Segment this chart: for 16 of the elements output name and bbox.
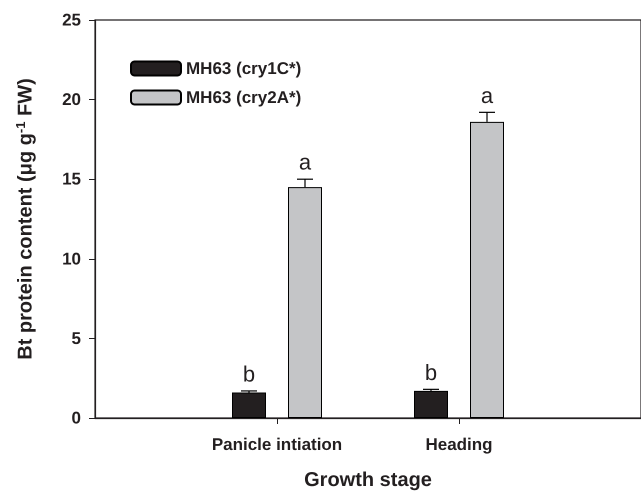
annotation: a [298,150,312,175]
annotation: b [424,360,438,385]
y-tick-label: 20 [62,90,81,110]
x-tick-label: Heading [425,435,493,454]
y-axis-title: Bt protein content (μg g-1 FW) [13,78,36,360]
y-tick-label: 10 [62,249,81,268]
x-axis-title: Growth stage [304,469,432,491]
legend-label: MH63 (cry2A*) [186,88,302,107]
annotation: a [480,82,494,108]
y-tick-label: 0 [72,408,81,428]
annotation: b [242,361,256,386]
x-tick-label: Panicle intiation [212,435,342,454]
y-tick-label: 15 [62,170,81,189]
y-tick-label: 25 [62,10,81,30]
y-tick-label: 5 [72,328,81,348]
legend-label: MH63 (cry1C*) [186,59,302,78]
